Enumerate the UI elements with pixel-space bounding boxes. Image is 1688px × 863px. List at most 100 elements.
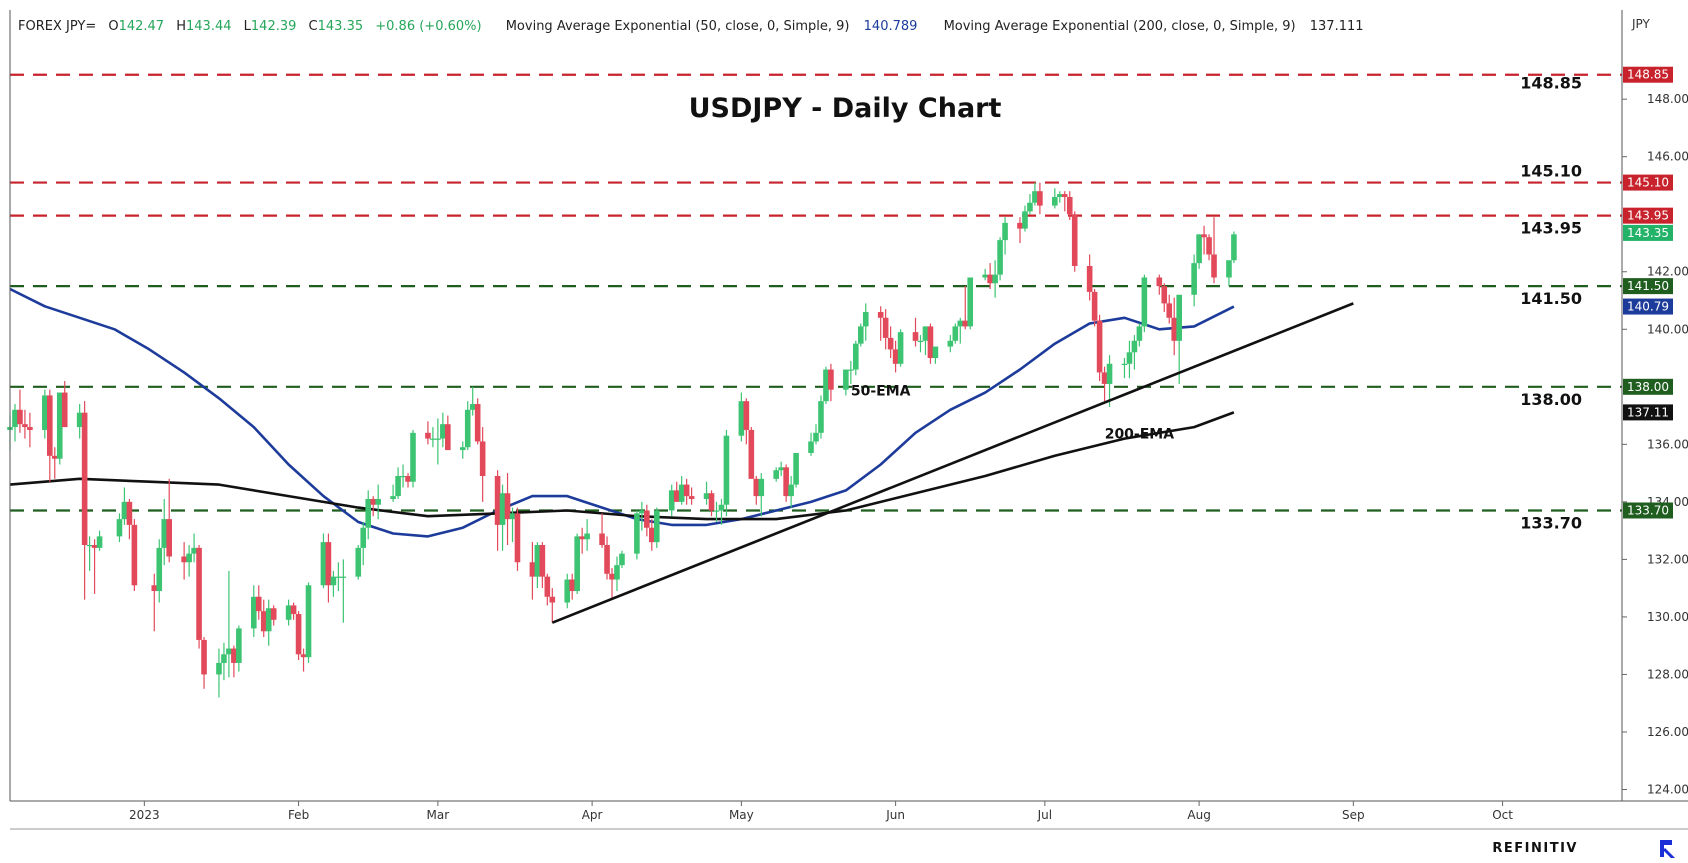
level-tag-bg bbox=[1623, 66, 1673, 83]
candle-body bbox=[270, 608, 277, 620]
candle-body bbox=[987, 274, 993, 284]
x-tick-label: May bbox=[729, 808, 754, 822]
candle-body bbox=[186, 553, 192, 563]
legend-close-label: C bbox=[309, 19, 318, 34]
candle-body bbox=[857, 326, 864, 344]
candle-body bbox=[330, 576, 337, 586]
candle-body bbox=[295, 614, 302, 655]
candle-body bbox=[982, 274, 988, 278]
candle-body bbox=[400, 475, 406, 478]
candle-body bbox=[1176, 294, 1182, 341]
candle-body bbox=[828, 369, 834, 390]
level-tag: 143.95 bbox=[1627, 209, 1669, 223]
level-label: 148.85 bbox=[1520, 74, 1582, 93]
candle-body bbox=[579, 536, 585, 540]
candle-body bbox=[668, 490, 675, 511]
candle-body bbox=[813, 432, 819, 442]
legend-ema200-value: 137.111 bbox=[1310, 19, 1364, 34]
candle-body bbox=[778, 467, 784, 471]
level-label: 143.95 bbox=[1520, 219, 1582, 238]
candle-body bbox=[1101, 372, 1108, 384]
candle-body bbox=[1126, 352, 1133, 364]
y-tick-label: 124.00 bbox=[1647, 782, 1688, 796]
candle-body bbox=[1161, 286, 1168, 304]
price-axis[interactable]: 148.00146.00142.00140.00136.00134.00132.… bbox=[1622, 92, 1688, 796]
level-tag: 133.70 bbox=[1627, 503, 1669, 517]
trendline-layer bbox=[551, 302, 1354, 624]
candle-body bbox=[1017, 222, 1023, 229]
candle-body bbox=[862, 312, 869, 327]
candle-body bbox=[191, 547, 197, 554]
x-tick-label: Apr bbox=[582, 808, 603, 822]
candle-body bbox=[703, 493, 710, 499]
candle-body bbox=[927, 326, 934, 359]
candle-body bbox=[196, 547, 202, 640]
candle-body bbox=[609, 573, 615, 580]
candle-body bbox=[912, 332, 919, 341]
candle-body bbox=[96, 536, 103, 548]
candle-body bbox=[86, 545, 93, 547]
candle-body bbox=[410, 432, 416, 482]
candle-body bbox=[783, 467, 789, 497]
price-tag-bg bbox=[1623, 404, 1673, 421]
candle-body bbox=[853, 343, 859, 370]
candle-body bbox=[808, 441, 814, 453]
x-tick-label: Jul bbox=[1037, 808, 1052, 822]
candle-body bbox=[569, 579, 576, 592]
chart-title: USDJPY - Daily Chart bbox=[689, 93, 1002, 124]
level-tag-bg bbox=[1623, 378, 1673, 395]
candle-body bbox=[514, 513, 521, 563]
candle-body bbox=[81, 412, 88, 546]
candle-body bbox=[678, 484, 685, 502]
x-tick-label: Feb bbox=[288, 808, 309, 822]
annotation-label: 50-EMA bbox=[851, 383, 911, 399]
candle-body bbox=[499, 493, 506, 525]
legend-ema200-text: Moving Average Exponential (200, close, … bbox=[944, 19, 1296, 34]
candle-body bbox=[952, 326, 959, 341]
y-tick-label: 136.00 bbox=[1647, 437, 1688, 451]
candle-body bbox=[226, 648, 232, 655]
x-tick-label: 2023 bbox=[129, 808, 160, 822]
price-tag: 143.35 bbox=[1627, 226, 1669, 240]
candle-body bbox=[584, 533, 590, 540]
candle-body bbox=[290, 605, 297, 615]
candle-body bbox=[459, 447, 466, 451]
candle-body bbox=[285, 605, 292, 620]
candle-body bbox=[599, 533, 605, 546]
candle-body bbox=[116, 519, 123, 537]
candle-body bbox=[201, 639, 207, 675]
candle-body bbox=[126, 501, 133, 525]
candle-body bbox=[738, 401, 745, 436]
level-label: 141.50 bbox=[1520, 289, 1582, 308]
candle-body bbox=[320, 542, 327, 586]
candle-body bbox=[250, 596, 257, 629]
candle-body bbox=[265, 608, 272, 632]
candle-body bbox=[91, 545, 98, 548]
candle-body bbox=[743, 401, 750, 430]
time-axis[interactable]: 2023 Feb Mar Apr May Jun Jul Aug Sep Oct bbox=[129, 801, 1513, 822]
candle-body bbox=[1106, 363, 1113, 384]
x-tick-label: Oct bbox=[1492, 808, 1513, 822]
candle-body bbox=[151, 585, 158, 592]
candle-body bbox=[848, 369, 854, 371]
candle-body bbox=[897, 332, 904, 364]
legend-ema50-value: 140.789 bbox=[864, 19, 918, 34]
legend-high-value: 143.44 bbox=[186, 19, 232, 34]
candle-body bbox=[649, 527, 655, 543]
support-trendline bbox=[551, 302, 1354, 624]
candle-body bbox=[121, 501, 128, 520]
annotation-label: 200-EMA bbox=[1105, 427, 1175, 443]
candle-body bbox=[430, 438, 436, 440]
x-tick-label: Sep bbox=[1342, 808, 1365, 822]
x-tick-label: Mar bbox=[427, 808, 450, 822]
candle-body bbox=[639, 510, 645, 514]
candle-body bbox=[221, 654, 227, 663]
candle-body bbox=[962, 320, 969, 327]
price-tag-bg bbox=[1623, 224, 1673, 241]
candle-body bbox=[718, 504, 725, 511]
legend-ema50-text: Moving Average Exponential (50, close, 0… bbox=[506, 19, 850, 34]
candle-body bbox=[305, 585, 312, 658]
